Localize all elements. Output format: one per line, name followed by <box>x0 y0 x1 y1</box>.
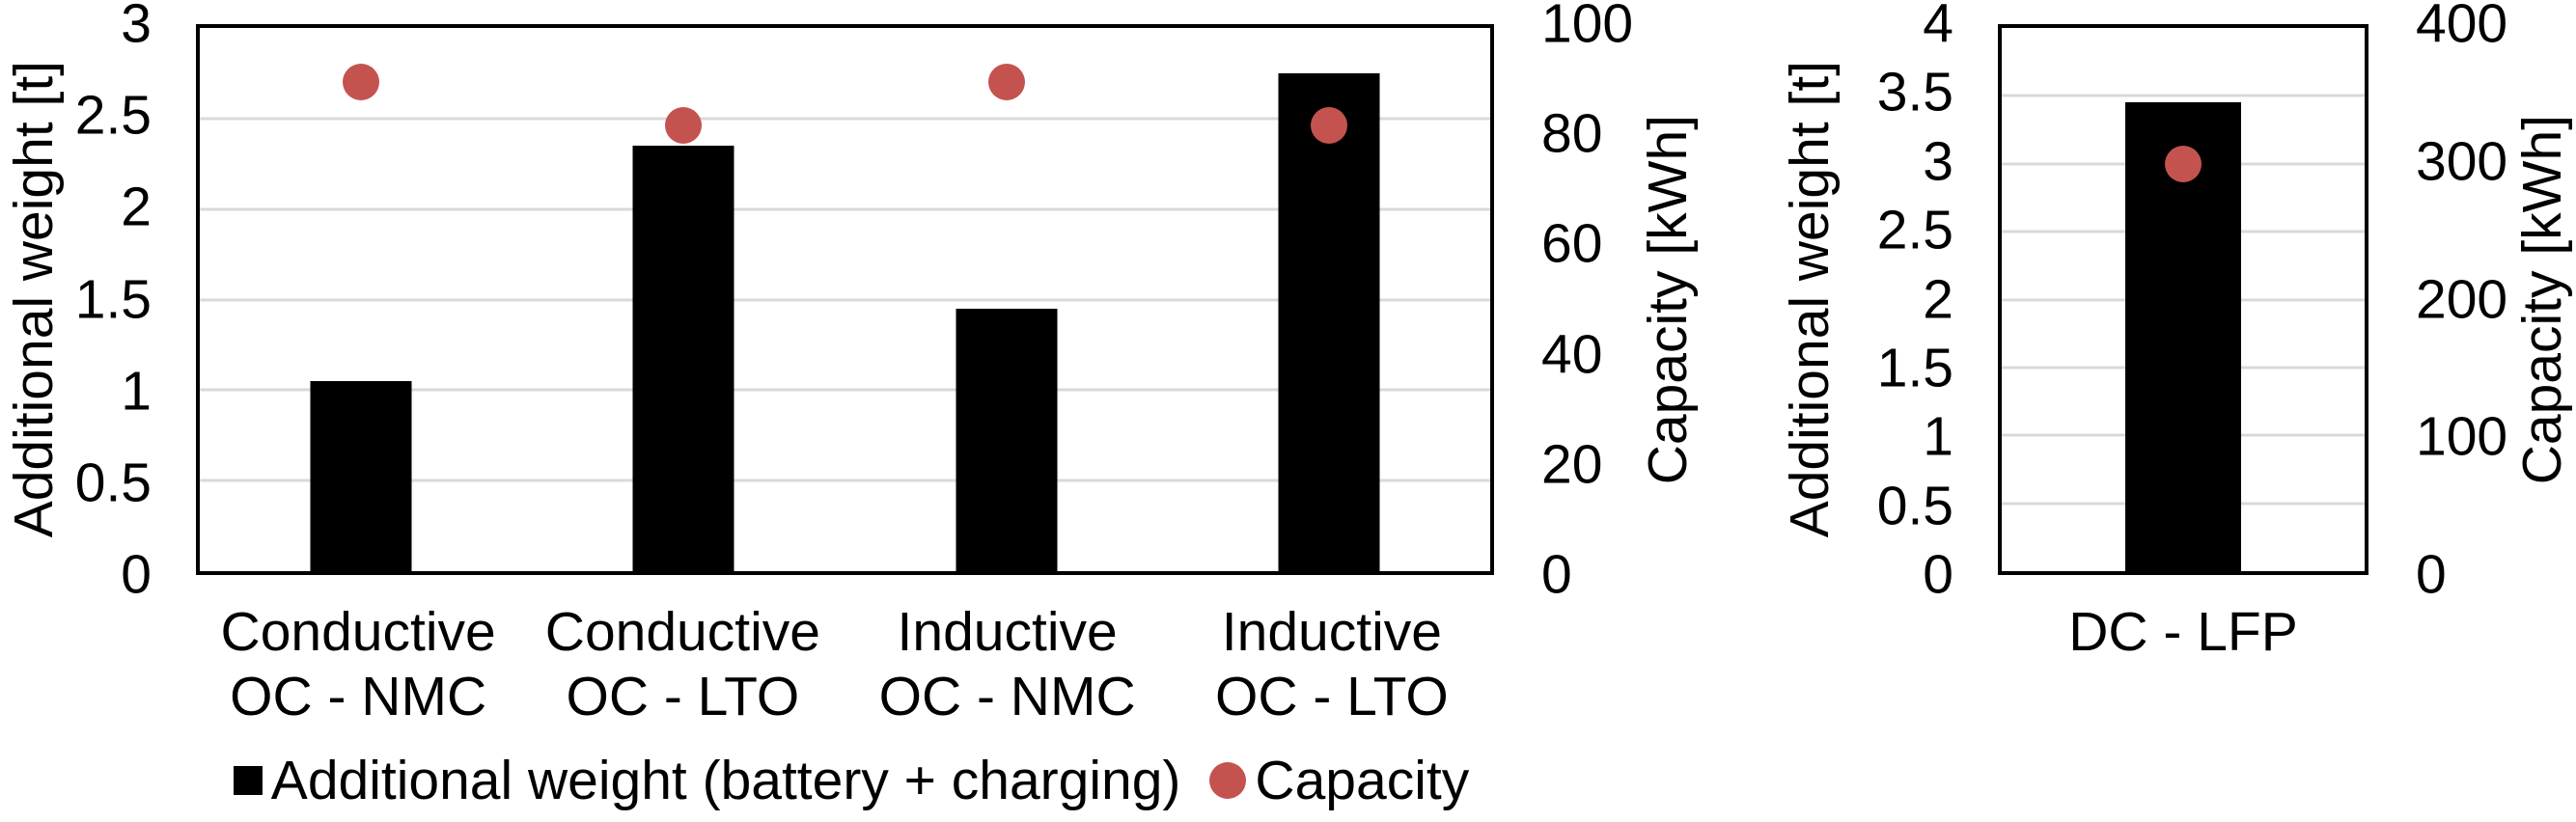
plot-area <box>196 24 1494 575</box>
legend-label-additional-weight: Additional weight (battery + charging) <box>270 749 1181 811</box>
axis-tick-label: 300 <box>2416 130 2508 193</box>
legend-item-additional-weight: Additional weight (battery + charging) <box>233 749 1181 811</box>
right-y-axis-title: Capacity [kWh] <box>2508 24 2576 575</box>
left-y-axis-title-text: Additional weight [t] <box>2 61 65 538</box>
left-y-axis-title: Additional weight [t] <box>1776 24 1843 575</box>
axis-tick-label: 3.5 <box>1876 61 1953 123</box>
x-axis-category-labels: Conductive OC - NMC Conductive OC - LTO Indu… <box>196 600 1494 730</box>
depot-charging-section: Additional weight [t] 4 3.5 3 2.5 2 1.5 1 0.5 0 … <box>1776 0 2576 665</box>
axis-tick-label: 100 <box>1541 0 1634 55</box>
category-label: Conductive OC - LTO <box>544 601 820 728</box>
axis-tick-label: 0 <box>2416 543 2447 606</box>
axis-tick-label: 3 <box>121 0 152 55</box>
axis-tick-label: 1 <box>121 360 152 423</box>
category-label: Inductive OC - LTO <box>1215 601 1449 728</box>
gridline <box>200 298 1490 301</box>
axis-tick-label: 400 <box>2416 0 2508 55</box>
axis-tick-label: 2 <box>1923 268 1953 330</box>
additional-weight-bar <box>956 308 1058 571</box>
plot-area <box>1998 24 2368 575</box>
axis-tick-label: 80 <box>1541 102 1603 165</box>
axis-tick-label: 200 <box>2416 268 2508 330</box>
right-y-axis-tick-labels: 400 300 200 100 0 <box>2368 0 2508 602</box>
axis-tick-label: 2 <box>121 176 152 238</box>
additional-weight-bar <box>632 145 734 571</box>
axis-tick-label: 1.5 <box>1876 337 1953 399</box>
depot-charging-chart: Additional weight [t] 4 3.5 3 2.5 2 1.5 1 0.5 0 … <box>1776 0 2576 665</box>
axis-tick-label: 2.5 <box>74 84 152 147</box>
category-label: Conductive OC - NMC <box>220 601 496 728</box>
left-y-axis-tick-labels: 3 2.5 2 1.5 1 0.5 0 <box>68 0 196 602</box>
axis-tick-label: 0.5 <box>1876 475 1953 537</box>
left-y-axis-title: Additional weight [t] <box>0 24 68 575</box>
category-label: Inductive OC - NMC <box>878 601 1136 728</box>
axis-tick-label: 3 <box>1923 130 1953 193</box>
axis-tick-label: 20 <box>1541 433 1603 496</box>
axis-tick-label: 0 <box>1541 543 1572 606</box>
bar-series-marker-icon <box>233 766 263 795</box>
legend-label-capacity: Capacity <box>1255 749 1470 811</box>
right-y-axis-title-text: Capacity [kWh] <box>1636 114 1699 485</box>
axis-tick-label: 4 <box>1923 0 1953 55</box>
capacity-marker <box>665 107 703 145</box>
chart-legend: Additional weight (battery + charging) C… <box>0 749 1703 811</box>
axis-tick-label: 0 <box>121 543 152 606</box>
gridline <box>200 207 1490 211</box>
capacity-marker <box>1310 107 1347 145</box>
left-y-axis-tick-labels: 4 3.5 3 2.5 2 1.5 1 0.5 0 <box>1843 0 1998 602</box>
additional-weight-bar <box>1278 72 1380 571</box>
axis-tick-label: 1 <box>1923 405 1953 468</box>
axis-tick-label: 1.5 <box>74 268 152 330</box>
opportunity-charging-chart: Additional weight [t] 3 2.5 2 1.5 1 0.5 0 100 8… <box>0 0 1703 730</box>
opportunity-charging-section: Additional weight [t] 3 2.5 2 1.5 1 0.5 0 100 8… <box>0 0 1703 811</box>
gridline <box>200 388 1490 392</box>
capacity-marker <box>987 64 1025 101</box>
capacity-marker <box>343 64 380 101</box>
gridline <box>200 117 1490 121</box>
category-label: DC - LFP <box>2068 601 2298 663</box>
axis-tick-label: 100 <box>2416 405 2508 468</box>
right-y-axis-title: Capacity [kWh] <box>1633 24 1703 575</box>
axis-tick-label: 60 <box>1541 212 1603 275</box>
legend-item-capacity: Capacity <box>1209 749 1470 811</box>
axis-tick-label: 40 <box>1541 323 1603 386</box>
scatter-series-marker-icon <box>1209 762 1247 799</box>
axis-tick-label: 0.5 <box>74 452 152 514</box>
gridline <box>200 479 1490 482</box>
axis-tick-label: 0 <box>1923 543 1953 606</box>
right-y-axis-title-text: Capacity [kWh] <box>2510 114 2573 485</box>
right-y-axis-tick-labels: 100 80 60 40 20 0 <box>1494 0 1633 602</box>
axis-tick-label: 2.5 <box>1876 199 1953 261</box>
capacity-marker <box>2165 145 2202 182</box>
left-y-axis-title-text: Additional weight [t] <box>1778 61 1841 538</box>
additional-weight-bar <box>310 380 412 571</box>
gridline <box>2002 94 2365 97</box>
x-axis-category-labels: DC - LFP <box>1998 600 2368 665</box>
